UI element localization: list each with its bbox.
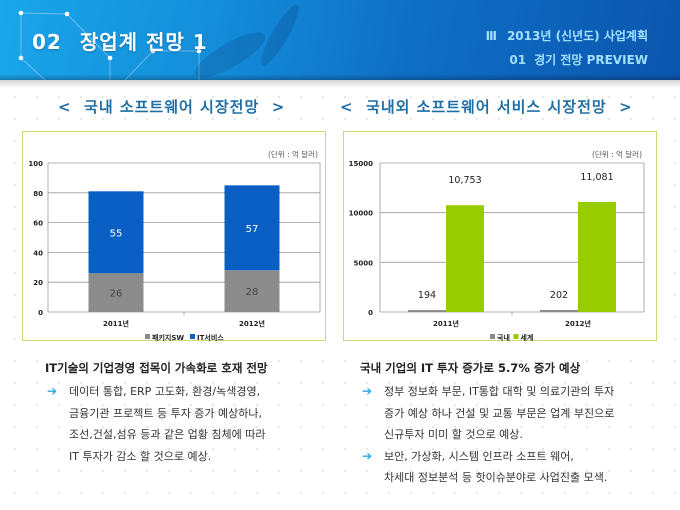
list-item-line: 조선,건설,섬유 등과 같은 업황 침체에 따라 bbox=[69, 428, 266, 441]
y-tick-label: 15000 bbox=[349, 160, 373, 168]
unit-label: (단위 : 억 달러) bbox=[592, 149, 642, 159]
section-number: 02 bbox=[32, 30, 62, 54]
header-banner: 02 장업계 전망 1 Ⅲ 2013년 (신년도) 사업계획 01 경기 전망 PR… bbox=[0, 0, 680, 80]
subchapter-title: 경기 전망 PREVIEW bbox=[534, 53, 648, 67]
page-title: 02 장업계 전망 1 bbox=[32, 26, 208, 55]
bar bbox=[88, 191, 144, 274]
y-tick-label: 0 bbox=[38, 309, 43, 317]
x-tick-label: 2011년 bbox=[103, 319, 129, 328]
y-tick-label: 60 bbox=[33, 220, 43, 228]
global-software-service-chart: (단위 : 억 달러) 0 5000 10000 15000 2011년 194 10,753… bbox=[343, 131, 657, 342]
y-tick-label: 80 bbox=[33, 190, 43, 198]
list-item-line: 보안, 가상화, 시스템 인프라 소프트 웨어, bbox=[384, 449, 574, 463]
arrow-right-icon: ➔ bbox=[362, 448, 373, 463]
y-tick-label: 0 bbox=[368, 309, 373, 317]
list-item-line: 데이터 통합, ERP 고도화, 환경/녹색경영, bbox=[69, 385, 261, 398]
bar bbox=[224, 270, 280, 312]
right-section-heading: < 국내외 소프트웨어 서비스 시장전망 > bbox=[340, 98, 633, 116]
network-decoration-icon bbox=[18, 4, 299, 80]
data-label: 57 bbox=[246, 224, 259, 235]
section-title: 장업계 전망 1 bbox=[79, 30, 208, 54]
bar bbox=[224, 185, 280, 271]
legend-label: IT서비스 bbox=[197, 333, 224, 342]
data-label: 28 bbox=[246, 287, 259, 298]
bar bbox=[408, 310, 446, 312]
data-label: 202 bbox=[550, 290, 568, 301]
header-shadow bbox=[0, 80, 680, 88]
list-item: ➔ 정부 정보화 부문, IT통합 대학 및 의료기관의 투자 증가 예상 하나… bbox=[360, 381, 670, 446]
list-item: ➔ 보안, 가상화, 시스템 인프라 소프트 웨어, 차세대 정보분석 등 핫이… bbox=[360, 446, 670, 489]
y-tick-label: 40 bbox=[33, 249, 43, 257]
legend-label: 세계 bbox=[520, 333, 533, 342]
chapter-number: Ⅲ bbox=[485, 29, 497, 43]
x-tick-label: 2012년 bbox=[565, 319, 591, 328]
breadcrumb: Ⅲ 2013년 (신년도) 사업계획 01 경기 전망 PREVIEW bbox=[486, 24, 648, 72]
x-tick-label: 2011년 bbox=[433, 319, 459, 328]
data-label: 10,753 bbox=[448, 175, 481, 186]
domestic-software-chart: (단위 : 억 달러) 0 20 40 60 80 100 2011년 26 55 2012년 28 5… bbox=[22, 131, 326, 342]
y-tick-label: 100 bbox=[28, 160, 43, 168]
subchapter-number: 01 bbox=[509, 53, 527, 67]
legend-swatch bbox=[513, 334, 519, 339]
legend-swatch bbox=[145, 334, 150, 339]
right-summary-heading: 국내 기업의 IT 투자 증가로 5.7% 증가 예상 bbox=[360, 361, 581, 375]
left-section-heading: < 국내 소프트웨어 시장전망 > bbox=[58, 98, 286, 116]
bar bbox=[578, 201, 616, 312]
grouped-bar-chart: (단위 : 억 달러) 0 5000 10000 15000 2011년 194 10,753… bbox=[349, 149, 645, 342]
legend-swatch bbox=[190, 334, 195, 339]
data-label: 11,081 bbox=[580, 172, 613, 183]
legend-label: 패키지SW bbox=[152, 333, 184, 342]
y-tick-label: 20 bbox=[33, 279, 43, 287]
bar bbox=[540, 309, 578, 312]
y-tick-label: 10000 bbox=[349, 210, 373, 218]
list-item-line: 금융기관 프로젝트 등 투자 증가 예상하나, bbox=[69, 406, 263, 420]
list-item-line: 차세대 정보분석 등 핫이슈분야로 사업진출 모색. bbox=[384, 471, 608, 484]
chapter-title: 2013년 (신년도) 사업계획 bbox=[506, 29, 648, 43]
left-summary-heading: IT기술의 기업경영 접목이 가속화로 호재 전망 bbox=[45, 361, 268, 375]
list-item: ➔ 데이터 통합, ERP 고도화, 환경/녹색경영, 금융기관 프로젝트 등 … bbox=[45, 381, 335, 467]
bar bbox=[446, 205, 484, 312]
data-label: 194 bbox=[418, 290, 436, 301]
bar bbox=[88, 273, 144, 312]
left-summary: IT기술의 기업경영 접목이 가속화로 호재 전망 ➔ 데이터 통합, ERP … bbox=[45, 360, 335, 467]
right-summary: 국내 기업의 IT 투자 증가로 5.7% 증가 예상 ➔ 정부 정보화 부문,… bbox=[360, 360, 670, 489]
x-tick-label: 2012년 bbox=[239, 319, 265, 328]
stacked-bar-chart: (단위 : 억 달러) 0 20 40 60 80 100 2011년 26 55 2012년 28 5… bbox=[28, 149, 321, 342]
arrow-right-icon: ➔ bbox=[362, 384, 373, 398]
unit-label: (단위 : 억 달러) bbox=[268, 149, 318, 159]
legend-swatch bbox=[490, 334, 495, 339]
legend-label: 국내 bbox=[497, 333, 510, 342]
arrow-right-icon: ➔ bbox=[47, 384, 58, 398]
data-label: 55 bbox=[110, 228, 123, 239]
list-item-line: 신규투자 미미 할 것으로 예상. bbox=[384, 428, 523, 441]
y-tick-label: 5000 bbox=[354, 259, 374, 267]
data-label: 26 bbox=[110, 289, 123, 300]
list-item-line: 정부 정보화 부문, IT통합 대학 및 의료기관의 투자 bbox=[384, 385, 615, 398]
list-item-line: 증가 예상 하나 건설 및 교통 부문은 업계 부진으로 bbox=[384, 406, 615, 420]
list-item-line: IT 투자가 감소 할 것으로 예상. bbox=[69, 449, 212, 463]
